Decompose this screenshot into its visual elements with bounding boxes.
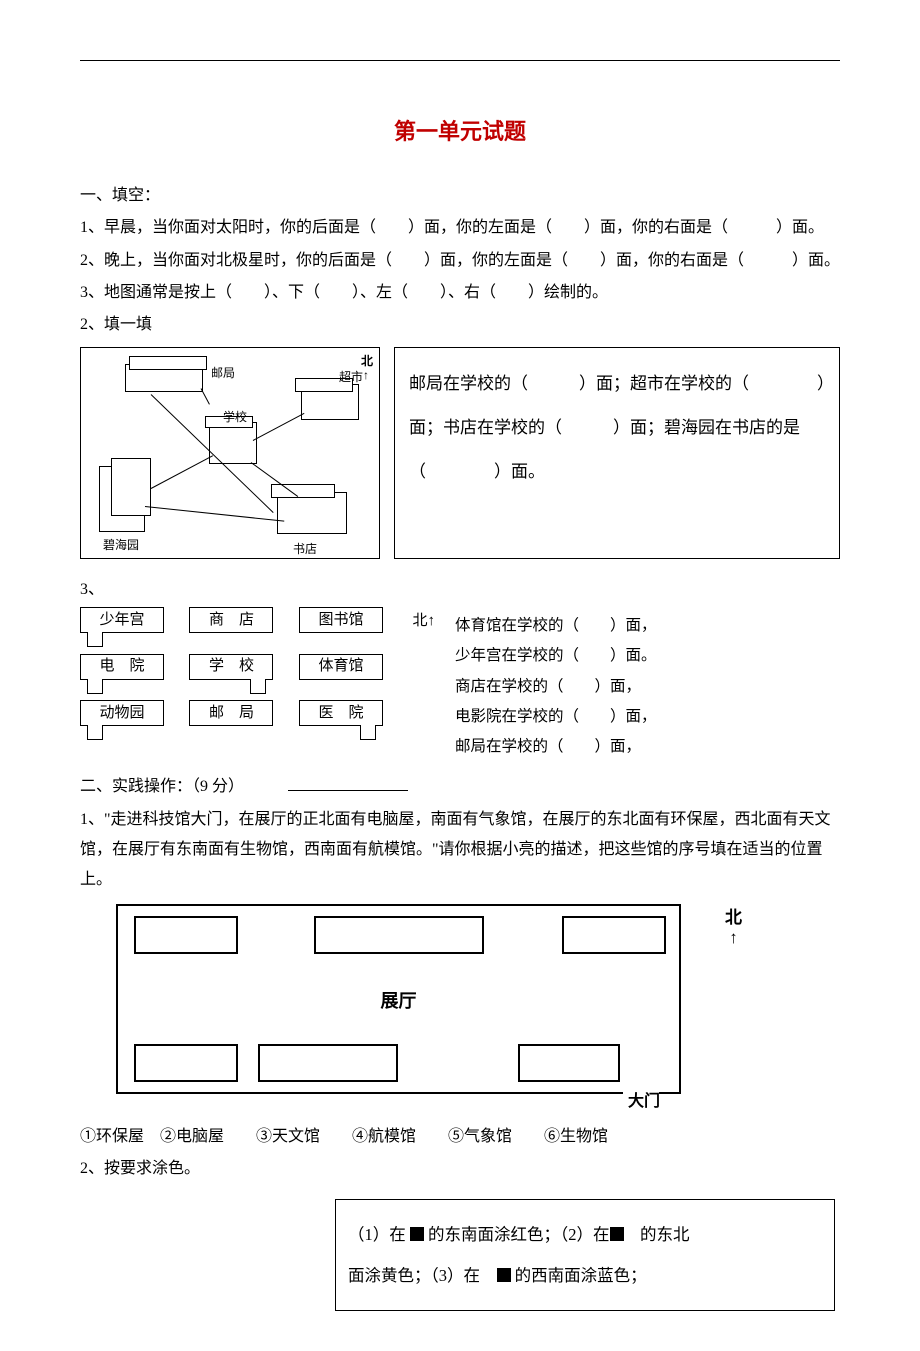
q5-row: 少年宫 商 店 图书馆 北↑ 电 院 学 校 体育馆 北↑ 动物园 邮 局 医 … bbox=[80, 607, 840, 762]
north-arrow-icon: ↑ bbox=[363, 364, 369, 387]
q5-line: 体育馆在学校的（ ）面， bbox=[455, 611, 657, 641]
s2-q2-heading: 2、按要求涂色。 bbox=[80, 1154, 840, 1184]
map-label-bookstore: 书店 bbox=[293, 538, 317, 561]
q5-line: 少年宫在学校的（ ）面。 bbox=[455, 641, 657, 671]
map-label-school: 学校 bbox=[223, 406, 247, 429]
underline-rule bbox=[288, 775, 408, 791]
square-icon bbox=[410, 1227, 424, 1241]
q5-grid-col: 少年宫 商 店 图书馆 北↑ 电 院 学 校 体育馆 北↑ 动物园 邮 局 医 … bbox=[80, 607, 435, 751]
square-icon bbox=[497, 1268, 511, 1282]
section-2-heading-text: 二、实践操作：（9 分） bbox=[80, 778, 244, 795]
section-2-heading: 二、实践操作：（9 分） bbox=[80, 772, 840, 802]
hall-north-text: 北 bbox=[725, 908, 742, 927]
q5-line: 电影院在学校的（ ）面， bbox=[455, 702, 657, 732]
grid-cell: 邮 局 bbox=[189, 700, 273, 726]
section-1-heading: 一、填空： bbox=[80, 181, 840, 211]
q5-line: 邮局在学校的（ ）面， bbox=[455, 732, 657, 762]
map-label-post: 邮局 bbox=[211, 362, 235, 385]
q2-text: 2、晚上，当你面对北极星时，你的后面是（ ）面，你的左面是（ ）面，你的右面是（… bbox=[80, 246, 840, 276]
grid-cell: 少年宫 bbox=[80, 607, 164, 633]
grid-north: 北↑ bbox=[412, 607, 435, 636]
q4-heading: 2、填一填 bbox=[80, 310, 840, 340]
s2-q1-text: 1、"走进科技馆大门，在展厅的正北面有电脑屋，南面有气象馆，在展厅的东北面有环保… bbox=[80, 805, 840, 896]
hall-north-label: 北 ↑ bbox=[725, 908, 742, 949]
q4-row: 邮局 超市 学校 碧海园 书店 北 ↑ 邮局在学校的（ ）面；超市在学校的（ ）… bbox=[80, 347, 840, 559]
q5-questions: 体育馆在学校的（ ）面， 少年宫在学校的（ ）面。 商店在学校的（ ）面， 电影… bbox=[455, 607, 657, 762]
q1-text: 1、早晨，当你面对太阳时，你的后面是（ ）面，你的左面是（ ）面，你的右面是（ … bbox=[80, 213, 840, 243]
grid-cell: 电 院 bbox=[80, 654, 164, 680]
page-title: 第一单元试题 bbox=[80, 111, 840, 153]
color-instr-1: （1）在 的东南面涂红色；（2）在 的东北 bbox=[348, 1225, 690, 1244]
q4-fill-box: 邮局在学校的（ ）面；超市在学校的（ ）面；书店在学校的（ ）面；碧海园在书店的… bbox=[394, 347, 840, 559]
arrow-up-icon: ↑ bbox=[729, 928, 738, 947]
s2-options: ①环保屋 ②电脑屋 ③天文馆 ④航模馆 ⑤气象馆 ⑥生物馆 bbox=[80, 1122, 840, 1152]
q3-text: 3、地图通常是按上（ ）、下（ ）、左（ ）、右（ ）绘制的。 bbox=[80, 278, 840, 308]
q4-school-map: 邮局 超市 学校 碧海园 书店 北 ↑ bbox=[80, 347, 380, 559]
grid-cell: 图书馆 bbox=[299, 607, 383, 633]
grid-cell: 医 院 bbox=[299, 700, 383, 726]
q5-line: 商店在学校的（ ）面， bbox=[455, 672, 657, 702]
grid-cell: 动物园 bbox=[80, 700, 164, 726]
hall-diagram: 展厅 bbox=[116, 904, 681, 1094]
hall-gate-label: 大门 bbox=[628, 1087, 660, 1117]
color-instr-2: 面涂黄色；（3）在 的西南面涂蓝色； bbox=[348, 1266, 647, 1285]
grid-cell: 商 店 bbox=[189, 607, 273, 633]
s2-color-box: （1）在 的东南面涂红色；（2）在 的东北 面涂黄色；（3）在 的西南面涂蓝色； bbox=[335, 1199, 835, 1312]
grid-cell: 体育馆 bbox=[299, 654, 383, 680]
square-icon bbox=[610, 1227, 624, 1241]
map-label-bihai: 碧海园 bbox=[103, 534, 139, 557]
page-top-rule bbox=[80, 60, 840, 61]
q5-grid-map: 少年宫 商 店 图书馆 北↑ 电 院 学 校 体育馆 北↑ 动物园 邮 局 医 … bbox=[80, 607, 435, 729]
map-label-market: 超市 bbox=[339, 366, 363, 389]
grid-cell: 学 校 bbox=[189, 654, 273, 680]
hall-diagram-wrapper: 展厅 北 ↑ 大门 bbox=[80, 904, 710, 1094]
q5-heading: 3、 bbox=[80, 575, 840, 605]
hall-center-label: 展厅 bbox=[381, 984, 417, 1018]
